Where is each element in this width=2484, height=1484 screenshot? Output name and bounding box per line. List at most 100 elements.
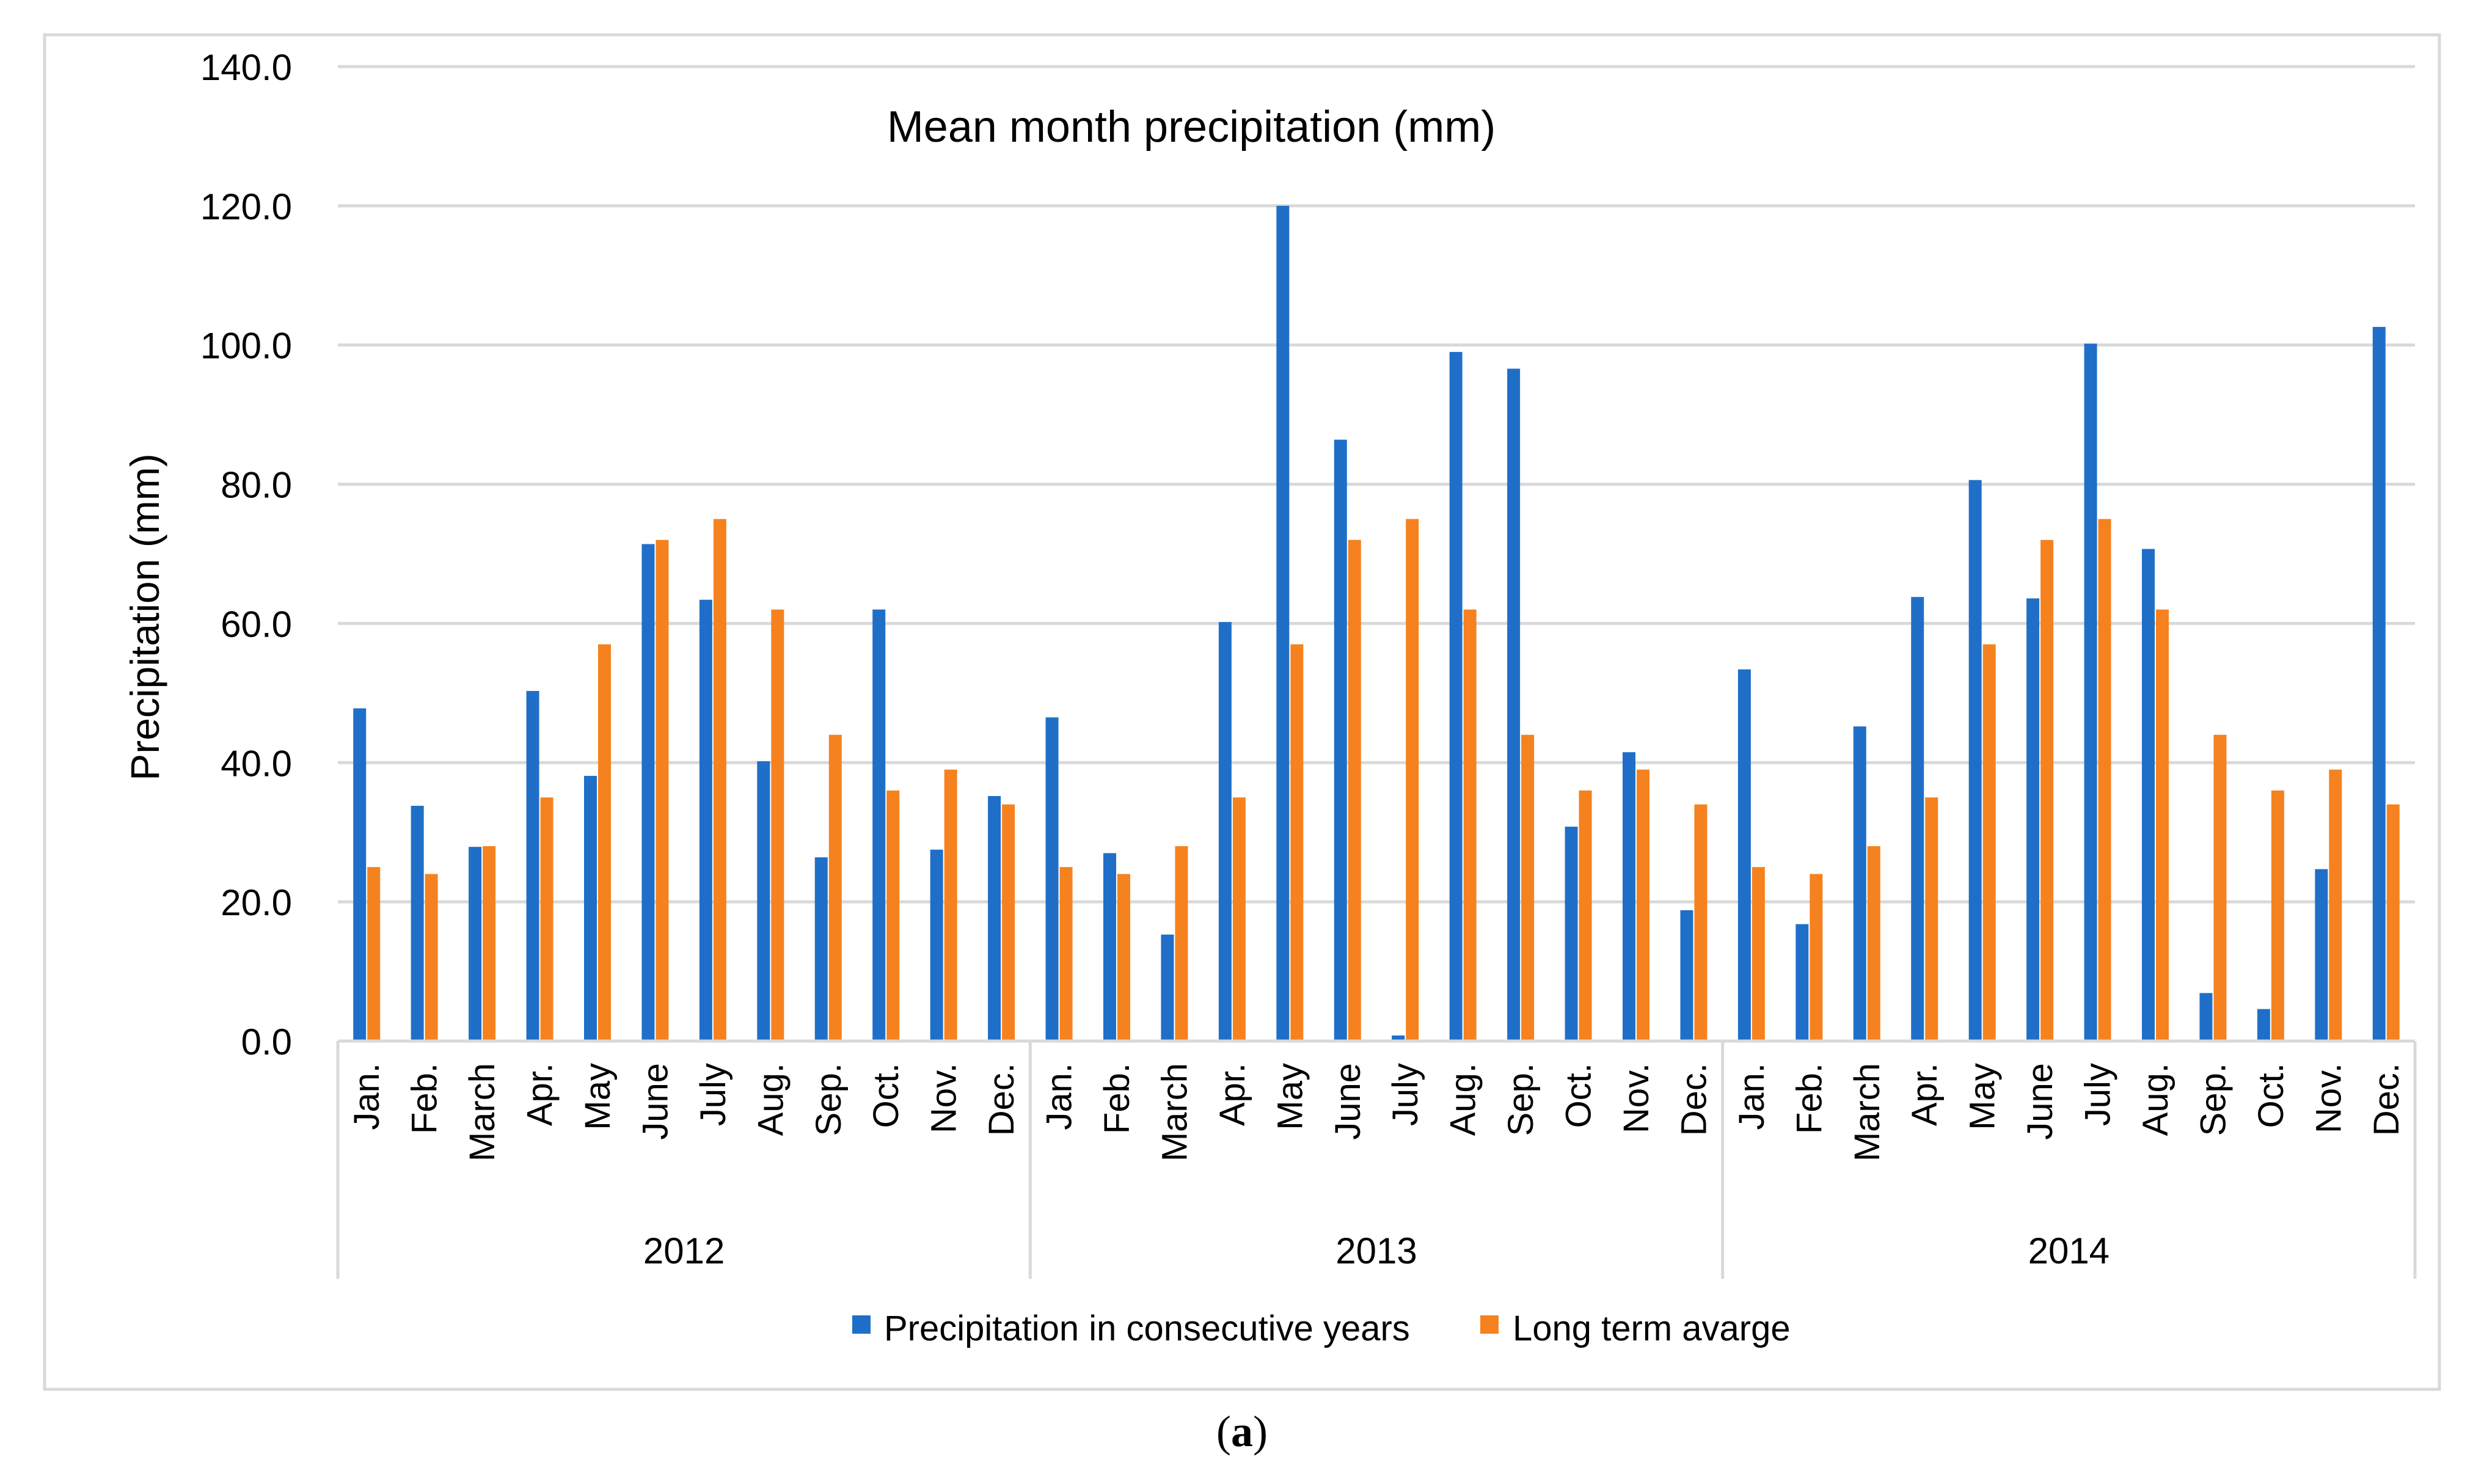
month-label: Dec. bbox=[2367, 1063, 2406, 1136]
legend: Precipitation in consecutive years Long … bbox=[852, 1309, 1791, 1348]
bar-long-term-average bbox=[1290, 644, 1304, 1041]
month-label: Aug. bbox=[1444, 1063, 1483, 1136]
bar-consecutive-years bbox=[1911, 597, 1924, 1041]
bar-consecutive-years bbox=[1161, 934, 1174, 1041]
month-label: March bbox=[1155, 1063, 1194, 1161]
panel-label: (a) bbox=[1216, 1407, 1268, 1456]
month-label: Sep. bbox=[809, 1063, 849, 1136]
month-label: Dec. bbox=[982, 1063, 1021, 1136]
bar-long-term-average bbox=[1059, 867, 1073, 1041]
bar-long-term-average bbox=[656, 539, 669, 1041]
bar-consecutive-years bbox=[1276, 205, 1290, 1041]
month-label: May bbox=[578, 1063, 618, 1130]
panel-label-open: ( bbox=[1216, 1407, 1231, 1456]
bar-consecutive-years bbox=[1449, 352, 1463, 1041]
month-label: Jan. bbox=[347, 1063, 387, 1130]
bar-consecutive-years bbox=[353, 708, 367, 1041]
bar-consecutive-years bbox=[1565, 827, 1578, 1041]
bar-long-term-average bbox=[1175, 846, 1188, 1041]
bar-long-term-average bbox=[483, 846, 496, 1041]
bar-long-term-average bbox=[1463, 609, 1477, 1041]
month-label: Apr. bbox=[1213, 1063, 1252, 1126]
panel-label-letter: a bbox=[1231, 1407, 1253, 1456]
month-label: June bbox=[2020, 1063, 2060, 1140]
month-label: Feb. bbox=[1097, 1063, 1137, 1134]
year-group-labels: 2012 2013 2014 bbox=[643, 1230, 2110, 1271]
bar-consecutive-years bbox=[1103, 853, 1116, 1041]
bar-consecutive-years bbox=[2199, 993, 2213, 1041]
bar-consecutive-years bbox=[584, 775, 597, 1041]
bar-long-term-average bbox=[1406, 519, 1419, 1041]
year-label: 2013 bbox=[1335, 1230, 1417, 1271]
month-label: March bbox=[1847, 1063, 1887, 1161]
month-label: Jan. bbox=[1732, 1063, 1772, 1130]
bar-long-term-average bbox=[713, 519, 726, 1041]
bar-consecutive-years bbox=[1795, 924, 1809, 1041]
bar-long-term-average bbox=[944, 769, 957, 1041]
month-label: July bbox=[2078, 1063, 2118, 1126]
bar-long-term-average bbox=[1117, 874, 1130, 1041]
y-tick-labels: 0.0 20.0 40.0 60.0 80.0 100.0 120.0 140.0 bbox=[200, 47, 292, 1062]
bar-consecutive-years bbox=[1623, 752, 1635, 1041]
bar-long-term-average bbox=[828, 734, 842, 1041]
y-axis-label: Precipitation (mm) bbox=[122, 453, 167, 780]
month-label: Feb. bbox=[405, 1063, 445, 1134]
bar-long-term-average bbox=[1348, 539, 1361, 1041]
month-label: Nov. bbox=[1616, 1063, 1656, 1133]
bar-consecutive-years bbox=[872, 609, 886, 1041]
bar-consecutive-years bbox=[469, 847, 482, 1041]
legend-label-series-2: Long term avarge bbox=[1513, 1309, 1791, 1348]
category-axis bbox=[336, 1039, 2417, 1279]
month-label: Oct. bbox=[2251, 1063, 2291, 1128]
y-tick-label: 100.0 bbox=[200, 326, 292, 367]
bar-consecutive-years bbox=[2084, 343, 2097, 1041]
y-tick-label: 0.0 bbox=[241, 1022, 292, 1062]
bar-long-term-average bbox=[1752, 867, 1765, 1041]
bar-consecutive-years bbox=[1968, 480, 1982, 1041]
bar-consecutive-years bbox=[930, 849, 943, 1041]
y-tick-label: 120.0 bbox=[200, 186, 292, 227]
month-label: Feb. bbox=[1789, 1063, 1829, 1134]
bar-consecutive-years bbox=[814, 857, 828, 1041]
bar-long-term-average bbox=[2040, 539, 2054, 1041]
bar-long-term-average bbox=[1232, 797, 1246, 1041]
bar-long-term-average bbox=[1579, 790, 1592, 1041]
bar-long-term-average bbox=[1637, 769, 1649, 1041]
bar-consecutive-years bbox=[1218, 622, 1232, 1041]
month-label: Jan. bbox=[1040, 1063, 1079, 1130]
month-label: July bbox=[1386, 1063, 1425, 1126]
bar-consecutive-years bbox=[988, 795, 1001, 1041]
month-label: Sep. bbox=[1501, 1063, 1541, 1136]
y-tick-label: 60.0 bbox=[221, 604, 292, 645]
month-label: Apr. bbox=[521, 1063, 560, 1126]
chart-title: Mean month precipitation (mm) bbox=[887, 103, 1496, 152]
bar-long-term-average bbox=[886, 790, 900, 1041]
bar-long-term-average bbox=[598, 644, 611, 1041]
bar-long-term-average bbox=[1925, 797, 1938, 1041]
gridlines bbox=[338, 65, 2415, 904]
y-tick-label: 80.0 bbox=[221, 465, 292, 506]
bars bbox=[353, 205, 2400, 1042]
bar-consecutive-years bbox=[1392, 1035, 1405, 1041]
month-label: July bbox=[693, 1063, 733, 1126]
month-label: June bbox=[1328, 1063, 1368, 1140]
month-label: Oct. bbox=[1559, 1063, 1599, 1128]
month-label: Dec. bbox=[1674, 1063, 1714, 1136]
bar-consecutive-years bbox=[2142, 549, 2155, 1041]
month-label: May bbox=[1270, 1063, 1310, 1130]
bar-long-term-average bbox=[540, 797, 553, 1041]
bar-long-term-average bbox=[2329, 769, 2342, 1041]
bar-consecutive-years bbox=[526, 690, 539, 1041]
bar-consecutive-years bbox=[411, 805, 424, 1041]
bar-long-term-average bbox=[1867, 846, 1880, 1041]
bar-long-term-average bbox=[2156, 609, 2169, 1041]
bar-long-term-average bbox=[1982, 644, 1996, 1041]
bar-consecutive-years bbox=[1045, 717, 1059, 1041]
bar-consecutive-years bbox=[1853, 726, 1866, 1041]
month-label: Aug. bbox=[2136, 1063, 2175, 1136]
bar-long-term-average bbox=[1810, 874, 1823, 1041]
bar-long-term-average bbox=[771, 609, 784, 1041]
bar-consecutive-years bbox=[757, 761, 770, 1041]
bar-long-term-average bbox=[1521, 734, 1535, 1041]
